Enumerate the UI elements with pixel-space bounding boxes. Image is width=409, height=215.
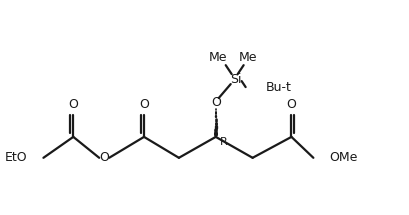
Text: Bu-t: Bu-t: [265, 81, 292, 94]
Text: Me: Me: [209, 51, 227, 64]
Text: EtO: EtO: [5, 151, 27, 164]
Text: Si: Si: [230, 73, 241, 86]
Text: O: O: [68, 98, 78, 111]
Text: O: O: [99, 151, 109, 164]
Text: O: O: [287, 98, 297, 111]
Text: Me: Me: [238, 51, 257, 64]
Text: O: O: [139, 98, 149, 111]
Text: R: R: [220, 137, 227, 147]
Text: OMe: OMe: [329, 151, 358, 164]
Text: O: O: [211, 95, 221, 109]
